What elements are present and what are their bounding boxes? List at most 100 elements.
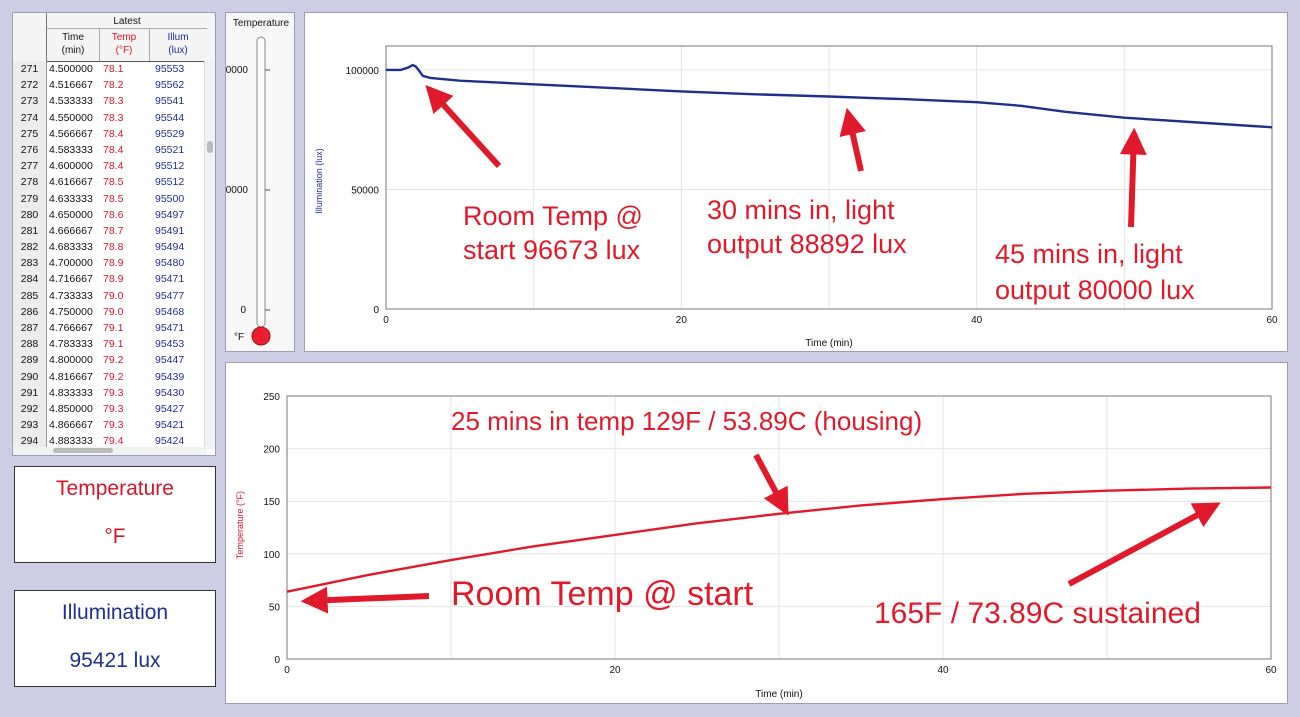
table-row[interactable]: 271 4.500000 78.1 95553 (13, 61, 207, 78)
time-cell: 4.700000 (49, 257, 93, 270)
table-group-header: Latest (113, 16, 141, 27)
annotation-165f-sustained: 165F / 73.89C sustained (874, 597, 1201, 630)
col-temp-header[interactable]: Temp (°F) (111, 32, 137, 56)
thermometer-bulb (251, 326, 271, 346)
annotation-arrow (425, 85, 502, 169)
row-index: 287 (13, 320, 47, 337)
temperature-y-tick-label: 150 (263, 497, 280, 508)
data-table[interactable]: Latest Time (min) Temp (°F) Illum (lux) … (12, 12, 216, 456)
col-illum-header[interactable]: Illum (lux) (167, 32, 189, 56)
table-row[interactable]: 280 4.650000 78.6 95497 (13, 206, 207, 223)
row-index: 274 (13, 109, 47, 126)
illumination-x-tick-label: 40 (971, 315, 983, 326)
illum-cell: 95529 (155, 127, 185, 140)
temp-cell: 78.2 (103, 79, 124, 92)
illum-cell: 95468 (155, 305, 185, 318)
row-index: 285 (13, 287, 47, 304)
temperature-x-tick-label: 0 (284, 665, 290, 676)
table-row[interactable]: 272 4.516667 78.2 95562 (13, 77, 207, 94)
time-cell: 4.566667 (49, 127, 93, 140)
table-row[interactable]: 274 4.550000 78.3 95544 (13, 109, 207, 126)
illumination-x-tick-label: 60 (1266, 315, 1278, 326)
table-row[interactable]: 276 4.583333 78.4 95521 (13, 141, 207, 159)
time-cell: 4.616667 (49, 176, 93, 189)
table-row[interactable]: 275 4.566667 78.4 95529 (13, 125, 207, 142)
row-index: 272 (13, 77, 47, 94)
table-row[interactable]: 282 4.683333 78.8 95494 (13, 239, 207, 256)
row-index: 292 (13, 400, 47, 418)
table-vertical-scrollbar[interactable] (204, 61, 215, 449)
row-index: 293 (13, 417, 47, 434)
table-row[interactable]: 279 4.633333 78.5 95500 (13, 190, 207, 207)
temperature-y-tick-label: 200 (263, 445, 280, 456)
table-row[interactable]: 277 4.600000 78.4 95512 (13, 158, 207, 175)
illum-cell: 95491 (155, 224, 185, 237)
time-cell: 4.600000 (49, 160, 93, 173)
temperature-x-tick-label: 60 (1265, 665, 1277, 676)
time-cell: 4.650000 (49, 208, 93, 221)
illumination-y-tick-label: 0 (373, 305, 379, 316)
col-time-header[interactable]: Time (min) (61, 32, 85, 56)
temperature-y-tick-label: 50 (269, 602, 281, 613)
time-cell: 4.733333 (49, 289, 93, 302)
illumination-meter-value: 95421 lux (69, 649, 161, 672)
table-row[interactable]: 290 4.816667 79.2 95439 (13, 368, 207, 385)
time-cell: 4.500000 (49, 63, 93, 75)
row-index: 286 (13, 303, 47, 320)
temp-cell: 79.1 (103, 338, 124, 351)
illumination-y-axis-label: Illumination (lux) (314, 148, 324, 214)
table-header: Latest Time (min) Temp (°F) Illum (lux) (13, 13, 215, 62)
row-index: 283 (13, 255, 47, 272)
illum-cell: 95439 (155, 370, 185, 383)
time-cell: 4.816667 (49, 370, 93, 383)
temp-cell: 78.5 (103, 192, 124, 205)
temp-cell: 78.8 (103, 241, 124, 254)
annotation-25-mins: 25 mins in temp 129F / 53.89C (housing) (451, 406, 922, 436)
table-row[interactable]: 281 4.666667 78.7 95491 (13, 222, 207, 240)
table-row[interactable]: 292 4.850000 79.3 95427 (13, 400, 207, 418)
illum-cell: 95544 (155, 111, 185, 124)
illumination-graph[interactable]: 0 20 40 60 0 50000 100000 Time (min) Illuminat… (304, 12, 1288, 352)
thermometer-tick: 0 (240, 305, 246, 316)
table-row[interactable]: 283 4.700000 78.9 95480 (13, 255, 207, 272)
illum-cell: 95541 (155, 95, 185, 108)
table-row[interactable]: 285 4.733333 79.0 95477 (13, 287, 207, 304)
time-cell: 4.750000 (49, 305, 93, 318)
table-body: 271 4.500000 78.1 95553 272 4.516667 78.2 95562… (13, 61, 207, 450)
time-cell: 4.516667 (49, 79, 93, 92)
table-row[interactable]: 278 4.616667 78.5 95512 (13, 174, 207, 191)
temperature-meter-value: °F (104, 525, 126, 548)
temperature-graph[interactable]: 0 20 40 60 0 50 100 150 200 250 Time (min) Temper… (225, 362, 1288, 704)
temp-cell: 78.3 (103, 95, 124, 108)
table-row[interactable]: 294 4.883333 79.4 95424 (13, 433, 207, 450)
scroll-thumb[interactable] (207, 141, 213, 153)
time-cell: 4.783333 (49, 338, 93, 351)
table-row[interactable]: 293 4.866667 79.3 95421 (13, 417, 207, 434)
time-cell: 4.533333 (49, 95, 93, 108)
annotation-arrow (753, 453, 789, 516)
time-cell: 4.633333 (49, 192, 93, 205)
temperature-y-tick-label: 0 (274, 655, 280, 666)
scroll-thumb[interactable] (53, 448, 113, 453)
temperature-y-tick-label: 250 (263, 392, 280, 403)
table-row[interactable]: 273 4.533333 78.3 95541 (13, 93, 207, 110)
thermometer-tick: 0000 (226, 185, 248, 196)
illumination-meter: Illumination 95421 lux (14, 590, 216, 687)
row-index: 281 (13, 222, 47, 240)
table-row[interactable]: 287 4.766667 79.1 95471 (13, 320, 207, 337)
temp-cell: 79.2 (103, 370, 124, 383)
table-row[interactable]: 288 4.783333 79.1 95453 (13, 336, 207, 353)
temp-cell: 79.3 (103, 402, 124, 415)
table-row[interactable]: 291 4.833333 79.3 95430 (13, 384, 207, 401)
illumination-y-tick-label: 100000 (346, 66, 380, 77)
temp-cell: 78.9 (103, 273, 124, 286)
table-horizontal-scrollbar[interactable] (13, 447, 207, 455)
illum-cell: 95430 (155, 386, 185, 399)
temp-cell: 78.3 (103, 111, 124, 124)
illumination-meter-label: Illumination (61, 601, 169, 624)
table-row[interactable]: 284 4.716667 78.9 95471 (13, 271, 207, 288)
table-row[interactable]: 286 4.750000 79.0 95468 (13, 303, 207, 320)
annotation-arrow (300, 586, 430, 614)
table-row[interactable]: 289 4.800000 79.2 95447 (13, 352, 207, 369)
row-index: 289 (13, 352, 47, 369)
